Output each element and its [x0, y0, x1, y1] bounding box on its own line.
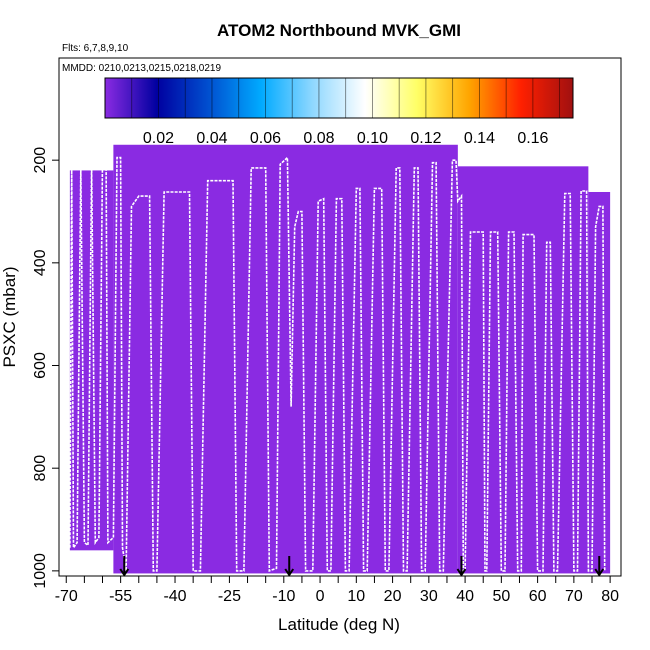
x-tick-label: 50 [492, 588, 510, 605]
x-tick-label: 10 [347, 588, 365, 605]
y-axis-title: PSXC (mbar) [0, 266, 19, 367]
chart-title: ATOM2 Northbound MVK_GMI [217, 21, 461, 40]
colorbar-tick-labels: 0.02 0.04 0.06 0.08 0.10 0.12 0.14 0.16 [143, 130, 549, 147]
x-axis: -70 -55 -40 -25 -10 0 10 20 30 40 50 60 70 80 [55, 576, 619, 605]
colorbar: 0.02 0.04 0.06 0.08 0.10 0.12 0.14 0.16 [104, 77, 574, 147]
concentration-curtain [69, 144, 611, 574]
colorbar-dividers [131, 78, 561, 118]
x-tick-label: -40 [163, 588, 186, 605]
x-tick-label: -55 [109, 588, 132, 605]
x-tick-label: -70 [55, 588, 78, 605]
colorbar-ramp [105, 78, 573, 118]
x-tick-label: 60 [529, 588, 547, 605]
y-tick-label: 1000 [32, 553, 49, 589]
y-tick-label: 200 [32, 147, 49, 174]
x-tick-label: 30 [420, 588, 438, 605]
y-axis: 200 400 600 800 1000 [32, 147, 59, 589]
colorbar-tick-label: 0.14 [464, 130, 495, 147]
profile-arrow-head [594, 568, 605, 577]
x-tick-label: 20 [384, 588, 402, 605]
flights-note: Flts: 6,7,8,9,10 [62, 43, 129, 54]
profile-arrow-head [284, 568, 295, 577]
curtain-block [113, 144, 458, 574]
colorbar-tick-label: 0.12 [410, 130, 441, 147]
x-tick-label: -25 [218, 588, 241, 605]
curtain-block [588, 191, 611, 574]
colorbar-tick-label: 0.06 [250, 130, 281, 147]
y-tick-label: 400 [32, 249, 49, 276]
dates-note: MMDD: 0210,0213,0215,0218,0219 [62, 63, 221, 74]
x-tick-label: 40 [456, 588, 474, 605]
x-tick-label: -10 [272, 588, 295, 605]
colorbar-border [104, 77, 574, 119]
flight-track-line [69, 155, 606, 573]
x-axis-title: Latitude (deg N) [278, 615, 400, 634]
colorbar-tick-label: 0.08 [303, 130, 334, 147]
y-tick-label: 800 [32, 455, 49, 482]
colorbar-tick-label: 0.02 [143, 130, 174, 147]
colorbar-tick-label: 0.10 [357, 130, 388, 147]
x-tick-label: 80 [601, 588, 619, 605]
y-tick-label: 600 [32, 352, 49, 379]
profile-arrows [119, 556, 605, 577]
profile-arrow-head [119, 568, 130, 577]
profile-arrow-head [456, 568, 467, 577]
x-tick-label: 0 [316, 588, 325, 605]
colorbar-tick-label: 0.04 [196, 130, 227, 147]
x-tick-label: 70 [565, 588, 583, 605]
colorbar-tick-label: 0.16 [517, 130, 548, 147]
